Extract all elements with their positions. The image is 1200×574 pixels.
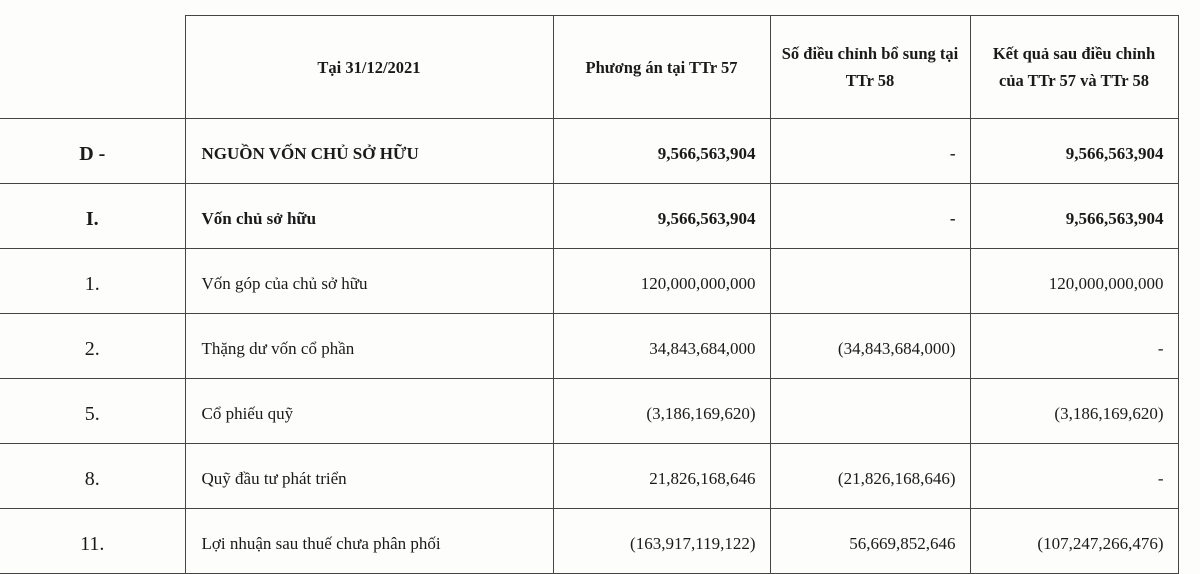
row-code: 5.: [0, 378, 186, 444]
row-result: (3,186,169,620): [969, 378, 1179, 444]
row-adjustment: [769, 378, 971, 444]
row-adjustment: (21,826,168,646): [769, 443, 971, 509]
row-label: Lợi nhuận sau thuế chưa phân phối: [184, 508, 554, 574]
row-code: 2.: [0, 313, 186, 379]
row-code: D -: [0, 118, 186, 184]
header-ttr57: Phương án tại TTr 57: [552, 15, 771, 119]
row-result: 9,566,563,904: [969, 118, 1179, 184]
header-row: Tại 31/12/2021 Phương án tại TTr 57 Số đ…: [0, 15, 1179, 119]
row-code: 8.: [0, 443, 186, 509]
row-label: Vốn chủ sở hữu: [184, 183, 554, 249]
row-adjustment: 56,669,852,646: [769, 508, 971, 574]
row-label: NGUỒN VỐN CHỦ SỞ HỮU: [184, 118, 554, 184]
table-row: D - NGUỒN VỐN CHỦ SỞ HỮU 9,566,563,904-9,5…: [0, 118, 1179, 184]
row-adjustment: (34,843,684,000): [769, 313, 971, 379]
row-result: 120,000,000,000: [969, 248, 1179, 314]
row-code: 11.: [0, 508, 186, 574]
row-label: Thặng dư vốn cổ phần: [184, 313, 554, 379]
header-adjustment-ttr58: Số điều chỉnh bổ sung tại TTr 58: [769, 15, 971, 119]
equity-table: Tại 31/12/2021 Phương án tại TTr 57 Số đ…: [0, 15, 1179, 574]
row-result: -: [969, 443, 1179, 509]
row-adjustment: [769, 248, 971, 314]
row-label: Quỹ đầu tư phát triển: [184, 443, 554, 509]
row-ttr57: 120,000,000,000: [552, 248, 771, 314]
row-result: -: [969, 313, 1179, 379]
table-row: 2. Thặng dư vốn cổ phần 34,843,684,000 (34,…: [0, 313, 1179, 379]
row-adjustment: -: [769, 183, 971, 249]
table-row: 1. Vốn góp của chủ sở hữu 120,000,000,000 1…: [0, 248, 1179, 314]
row-adjustment: -: [769, 118, 971, 184]
row-ttr57: 34,843,684,000: [552, 313, 771, 379]
row-ttr57: 9,566,563,904: [552, 183, 771, 249]
row-label: Cổ phiếu quỹ: [184, 378, 554, 444]
row-code: 1.: [0, 248, 186, 314]
table-row: 5. Cổ phiếu quỹ (3,186,169,620) (3,186,169,…: [0, 378, 1179, 444]
table-row: 8. Quỹ đầu tư phát triển 21,826,168,646 (21…: [0, 443, 1179, 509]
row-result: (107,247,266,476): [969, 508, 1179, 574]
table-row: I. Vốn chủ sở hữu 9,566,563,904-9,566,563,…: [0, 183, 1179, 249]
row-ttr57: (163,917,119,122): [552, 508, 771, 574]
row-code: I.: [0, 183, 186, 249]
header-result: Kết quả sau điều chỉnh của TTr 57 và TTr…: [969, 15, 1179, 119]
row-ttr57: 9,566,563,904: [552, 118, 771, 184]
row-ttr57: 21,826,168,646: [552, 443, 771, 509]
header-date: Tại 31/12/2021: [184, 15, 554, 119]
header-code: [0, 15, 186, 119]
row-label: Vốn góp của chủ sở hữu: [184, 248, 554, 314]
table-row: 11. Lợi nhuận sau thuế chưa phân phối (163…: [0, 508, 1179, 574]
row-ttr57: (3,186,169,620): [552, 378, 771, 444]
row-result: 9,566,563,904: [969, 183, 1179, 249]
